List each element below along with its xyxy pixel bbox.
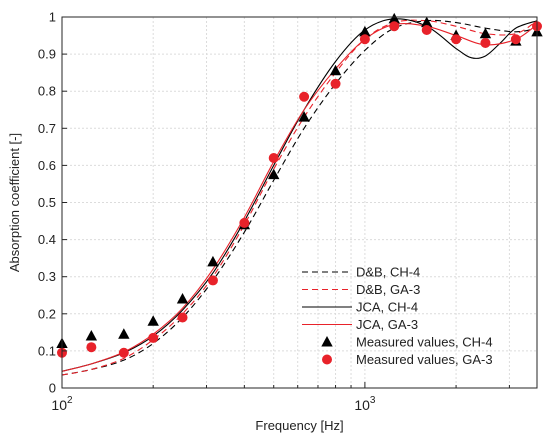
y-tick-label: 0.3 [38, 269, 56, 284]
data-point-triangle [388, 12, 400, 24]
legend-label: D&B, CH-4 [356, 265, 420, 280]
data-point-triangle [329, 64, 342, 76]
data-point-triangle [118, 328, 130, 339]
legend-entry: D&B, GA-3 [302, 282, 420, 297]
x-tick-base: 10 [354, 397, 370, 413]
marker-layer [56, 12, 543, 358]
data-point-circle [148, 332, 159, 343]
series-line-3 [61, 22, 538, 372]
grid-lines [62, 17, 537, 388]
data-point-circle [177, 312, 188, 323]
legend-entry: Measured values, CH-4 [321, 335, 493, 350]
legend-label: JCA, GA-3 [356, 317, 418, 332]
y-tick-label: 0.9 [38, 47, 56, 62]
data-point-circle [510, 34, 521, 45]
legend-label: Measured values, GA-3 [356, 352, 493, 367]
y-tick-label: 0.4 [38, 232, 56, 247]
data-point-circle [268, 152, 279, 163]
x-tick-label: 103 [354, 395, 376, 413]
y-tick-label: 1 [49, 10, 56, 25]
data-point-circle [86, 342, 97, 353]
data-point-circle [389, 21, 400, 32]
y-tick-label: 0.5 [38, 195, 56, 210]
data-point-circle [207, 275, 218, 286]
data-point-circle [239, 217, 250, 228]
data-point-circle [330, 78, 341, 89]
legend-entry: Measured values, GA-3 [322, 352, 493, 367]
data-point-triangle [298, 111, 310, 122]
data-point-triangle [147, 315, 159, 326]
x-tick-exponent: 3 [370, 395, 376, 406]
y-tick-label: 0.2 [38, 306, 56, 321]
legend-label: D&B, GA-3 [356, 282, 420, 297]
data-point-triangle [207, 255, 219, 267]
data-point-triangle [176, 292, 189, 304]
x-axis-label: Frequency [Hz] [255, 418, 343, 433]
x-tick-label: 102 [51, 395, 73, 413]
legend-entry: JCA, CH-4 [302, 300, 418, 315]
data-point-triangle [268, 168, 280, 180]
data-point-circle [359, 34, 370, 45]
y-tick-label: 0 [49, 381, 56, 396]
legend-circle-swatch [322, 354, 332, 365]
data-point-triangle [479, 27, 492, 39]
data-point-triangle [359, 25, 371, 37]
y-tick-label: 0.6 [38, 158, 56, 173]
data-point-triangle [421, 16, 433, 28]
y-tick-label: 0.7 [38, 121, 56, 136]
data-point-circle [299, 91, 310, 102]
legend-entry: JCA, GA-3 [302, 317, 418, 332]
data-point-circle [480, 37, 491, 48]
x-tick-base: 10 [51, 397, 67, 413]
data-point-circle [421, 24, 432, 35]
legend-label: Measured values, CH-4 [356, 335, 493, 350]
series-line-0 [61, 19, 538, 376]
y-tick-label: 0.1 [38, 343, 56, 358]
y-axis-label: Absorption coefficient [-] [7, 133, 22, 272]
data-point-circle [451, 34, 462, 45]
x-tick-exponent: 2 [67, 395, 73, 406]
data-point-circle [118, 347, 129, 358]
legend-label: JCA, CH-4 [356, 300, 418, 315]
legend: D&B, CH-4 D&B, GA-3 JCA, CH-4 JCA, GA-3 Meas… [302, 265, 493, 367]
y-tick-label: 0.8 [38, 84, 56, 99]
legend-entry: D&B, CH-4 [302, 265, 420, 280]
legend-triangle-swatch [321, 336, 333, 347]
data-point-triangle [85, 330, 98, 341]
